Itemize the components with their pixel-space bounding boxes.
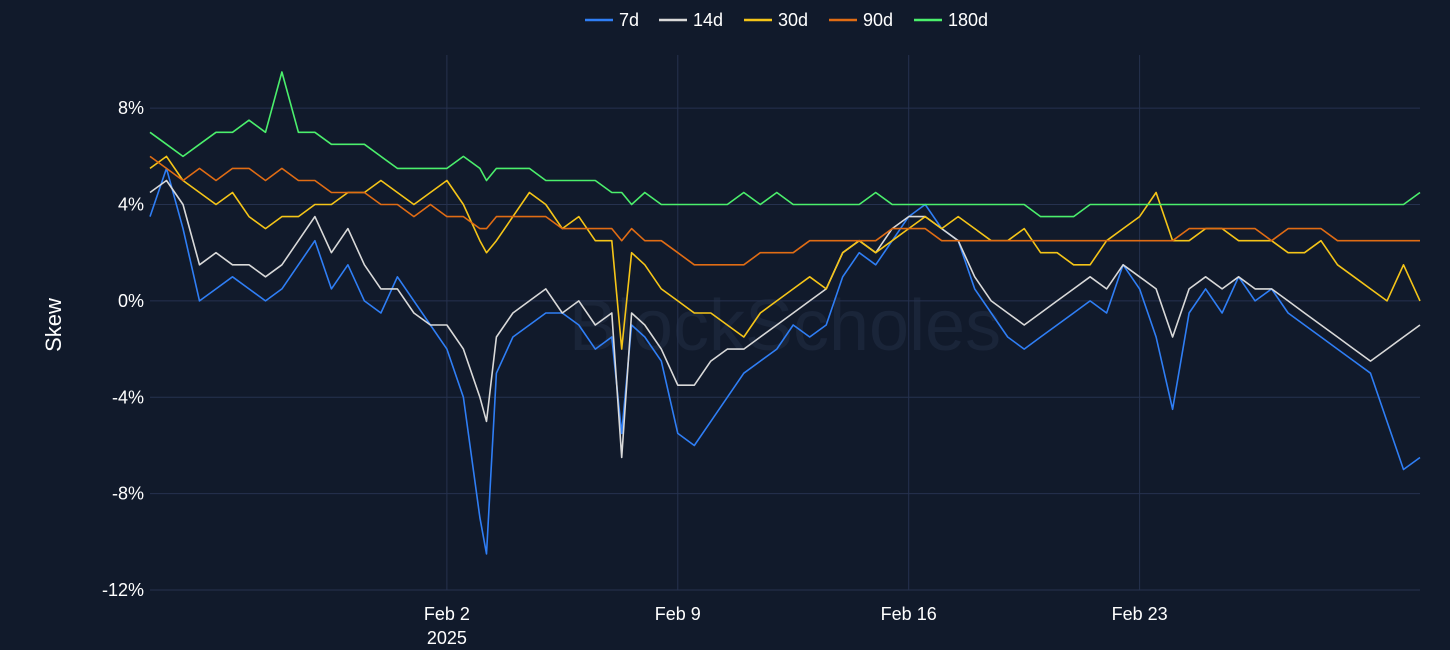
legend-item-30d[interactable]: 30d <box>744 10 808 30</box>
grid <box>150 55 1420 591</box>
x-tick-label: Feb 23 <box>1112 604 1168 624</box>
legend-label: 7d <box>619 10 639 30</box>
y-tick-label: 8% <box>118 98 144 118</box>
legend-item-14d[interactable]: 14d <box>659 10 723 30</box>
x-axis-ticks: Feb 2 2025 Feb 9 Feb 16 Feb 23 <box>424 604 1168 648</box>
y-axis-title: Skew <box>41 298 66 352</box>
watermark: BlockScholes <box>569 286 1001 366</box>
y-tick-label: 0% <box>118 291 144 311</box>
legend[interactable]: 7d 14d 30d 90d 180d <box>585 10 988 30</box>
legend-item-7d[interactable]: 7d <box>585 10 639 30</box>
x-tick-label: Feb 2 <box>424 604 470 624</box>
y-axis-ticks: 8% 4% 0% -4% -8% -12% <box>102 98 144 600</box>
x-tick-label: Feb 16 <box>881 604 937 624</box>
series-line-7d <box>149 167 1421 555</box>
series-line-90d <box>149 155 1420 266</box>
legend-item-180d[interactable]: 180d <box>914 10 988 30</box>
x-tick-label: Feb 9 <box>655 604 701 624</box>
series-lines <box>149 71 1421 555</box>
legend-label: 90d <box>863 10 893 30</box>
series-line-14d <box>149 179 1421 459</box>
x-tick-sublabel: 2025 <box>427 628 467 648</box>
legend-label: 14d <box>693 10 723 30</box>
legend-item-90d[interactable]: 90d <box>829 10 893 30</box>
y-tick-label: -4% <box>112 387 144 407</box>
series-line-30d <box>149 155 1421 350</box>
y-tick-label: -12% <box>102 580 144 600</box>
series-line-180d <box>149 71 1421 218</box>
legend-label: 30d <box>778 10 808 30</box>
y-tick-label: -8% <box>112 484 144 504</box>
y-tick-label: 4% <box>118 195 144 215</box>
legend-label: 180d <box>948 10 988 30</box>
